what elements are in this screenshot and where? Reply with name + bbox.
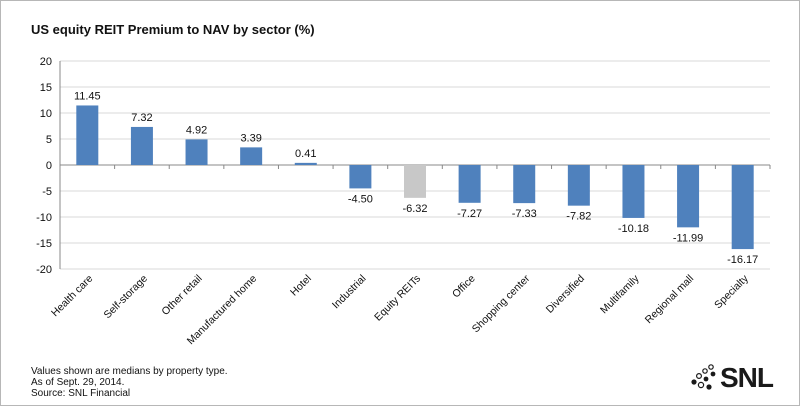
y-tick-label: 20 xyxy=(40,56,52,68)
x-tick-label: Equity REITs xyxy=(372,273,423,324)
x-tick-label: Multifamily xyxy=(598,272,642,316)
y-tick-label: 0 xyxy=(46,160,52,172)
data-label: -6.32 xyxy=(402,203,427,215)
y-tick-label: 10 xyxy=(40,108,52,120)
footnotes: Values shown are medians by property typ… xyxy=(31,366,228,399)
grid-lines xyxy=(60,60,770,270)
bar xyxy=(240,147,263,165)
x-tick-label: Shopping center xyxy=(470,272,533,335)
y-tick-label: -5 xyxy=(42,186,52,198)
data-label: -7.33 xyxy=(512,208,537,220)
y-axis: 20 15 10 5 0 -5 -10 -15 -20 xyxy=(36,56,61,276)
data-label: 11.45 xyxy=(74,90,101,102)
data-label: -16.17 xyxy=(727,254,758,266)
data-label: 3.39 xyxy=(240,132,261,144)
y-tick-label: -15 xyxy=(36,238,52,250)
bar xyxy=(731,165,754,250)
bar xyxy=(677,165,700,228)
bar xyxy=(567,165,590,206)
x-tick-label: Self-storage xyxy=(102,273,151,322)
x-tick-label: Health care xyxy=(49,273,96,320)
bar xyxy=(622,165,645,218)
data-label: -7.27 xyxy=(457,208,482,220)
bar xyxy=(130,126,153,165)
y-tick-label: 15 xyxy=(40,82,52,94)
x-tick-label: Diversified xyxy=(544,273,587,316)
x-tick-label: Hotel xyxy=(288,273,314,299)
snl-logo-dots-icon xyxy=(691,364,716,390)
bar xyxy=(404,165,426,198)
x-tick-label: Industrial xyxy=(330,273,369,312)
x-tick-label: Regional mall xyxy=(643,273,696,326)
bar xyxy=(76,105,99,165)
data-label: -11.99 xyxy=(673,232,703,244)
data-label: 0.41 xyxy=(295,148,316,160)
data-label: 7.32 xyxy=(131,112,152,124)
footnote-date: As of Sept. 29, 2014. xyxy=(31,377,125,388)
data-label: -10.18 xyxy=(618,223,649,235)
data-label: -4.50 xyxy=(348,193,373,205)
logo-text: SNL xyxy=(720,362,774,393)
data-label: 4.92 xyxy=(186,124,207,136)
footnote-median: Values shown are medians by property typ… xyxy=(31,366,228,377)
chart-title: US equity REIT Premium to NAV by sector … xyxy=(31,22,315,37)
data-labels: 11.45 7.32 4.92 3.39 0.41 -4.50 -6.32 -7.27 -7.3… xyxy=(74,90,758,266)
x-tick-label: Other retail xyxy=(159,273,204,318)
x-tick-label: Specialty xyxy=(712,272,751,311)
bar xyxy=(458,165,481,203)
y-tick-label: -10 xyxy=(36,212,52,224)
footnote-source: Source: SNL Financial xyxy=(31,388,131,399)
bar xyxy=(294,162,317,165)
bar xyxy=(349,165,372,189)
bar xyxy=(513,165,536,204)
bar xyxy=(185,139,208,165)
y-tick-label: -20 xyxy=(36,264,52,276)
data-label: -7.82 xyxy=(566,211,591,223)
bars xyxy=(76,105,754,250)
x-tick-label: Office xyxy=(450,273,478,301)
snl-logo: SNL xyxy=(686,360,786,396)
y-tick-label: 5 xyxy=(46,134,52,146)
